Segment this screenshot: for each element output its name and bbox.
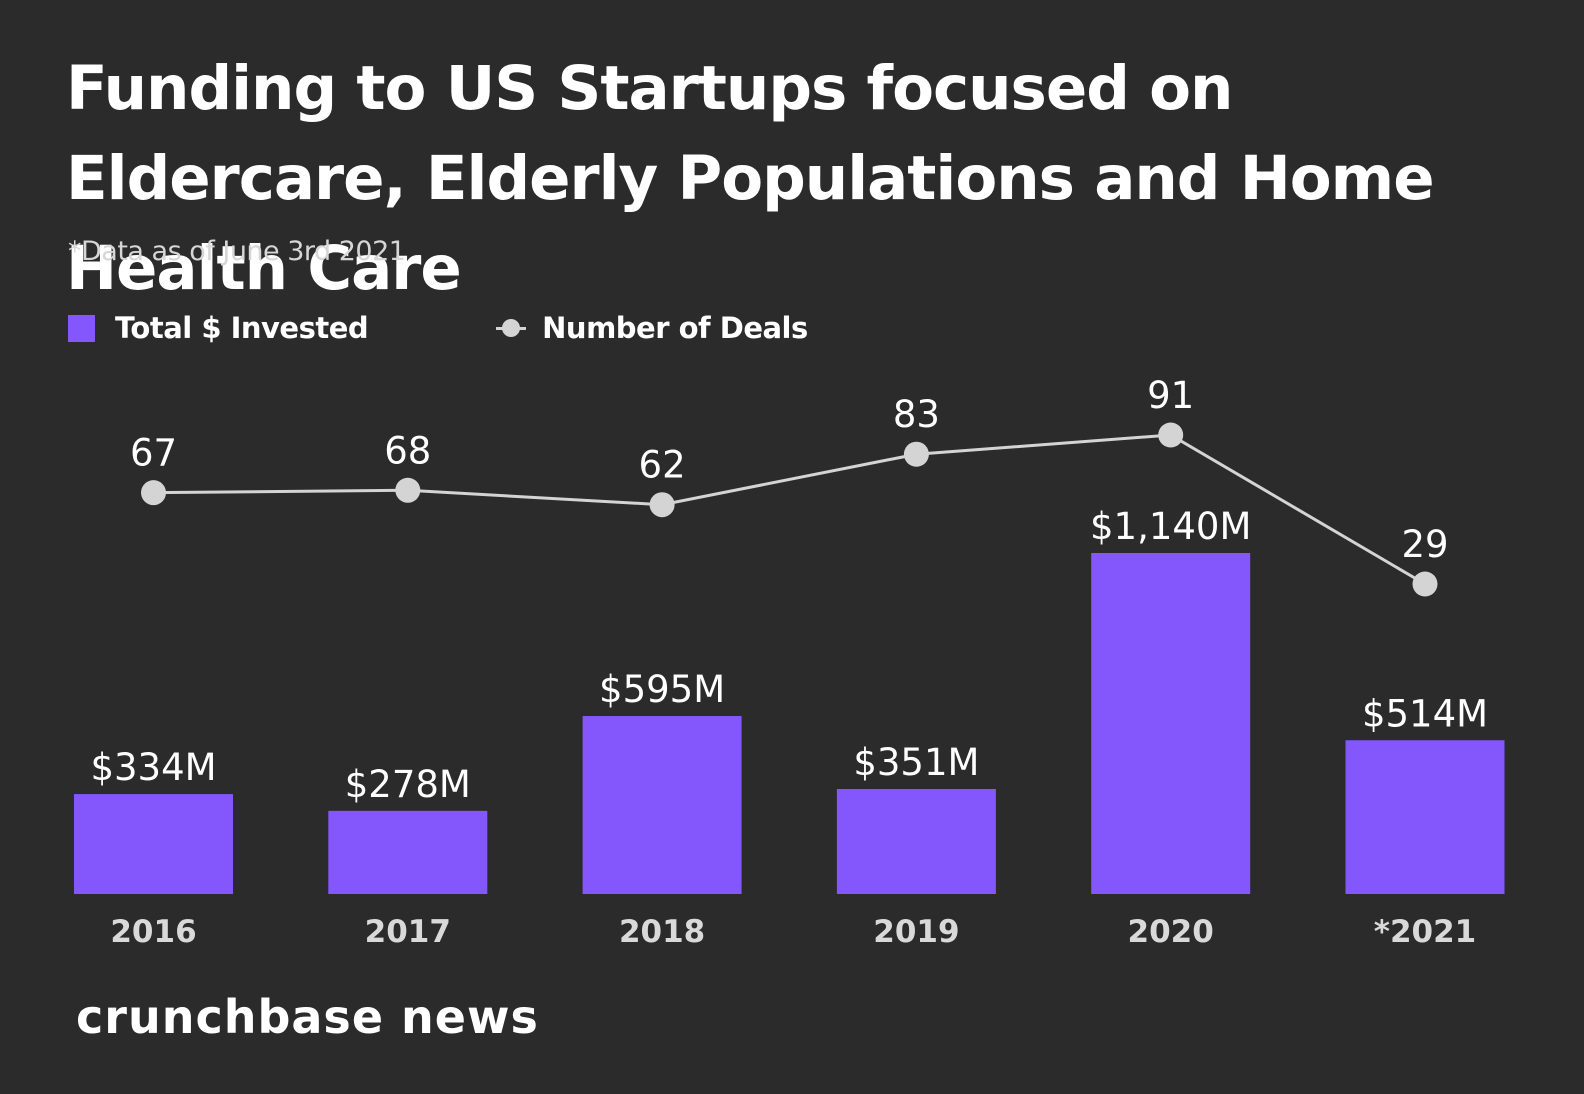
deals-label-3: 83 — [893, 393, 940, 436]
bar-label-5: $514M — [1362, 692, 1488, 735]
x-tick-label-5: *2021 — [1374, 914, 1477, 950]
legend: Total $ Invested Number of Deals — [68, 308, 808, 348]
bar-label-2: $595M — [599, 668, 725, 711]
deals-point-2 — [649, 492, 675, 518]
bar-4 — [1091, 553, 1251, 894]
deals-label-5: 29 — [1401, 523, 1448, 566]
bar-3 — [836, 789, 996, 894]
deals-label-1: 68 — [384, 429, 431, 472]
legend-item-invested: Total $ Invested — [68, 311, 369, 345]
deals-point-4 — [1158, 422, 1184, 448]
bar-label-0: $334M — [90, 746, 216, 789]
x-tick-label-4: 2020 — [1128, 914, 1214, 950]
bar-0 — [74, 794, 233, 894]
deals-point-1 — [395, 477, 421, 503]
deals-point-0 — [141, 480, 166, 506]
x-tick-label-2: 2018 — [619, 914, 705, 950]
deals-line — [153, 433, 1426, 586]
legend-item-deals: Number of Deals — [496, 311, 808, 345]
legend-label-deals: Number of Deals — [542, 311, 808, 345]
legend-label-invested: Total $ Invested — [115, 311, 369, 345]
legend-swatch-invested — [68, 314, 95, 342]
bar-1 — [328, 810, 488, 894]
deals-label-2: 62 — [639, 444, 686, 487]
deals-point-3 — [903, 441, 929, 467]
x-tick-label-3: 2019 — [873, 914, 959, 950]
x-tick-label-1: 2017 — [365, 914, 451, 950]
deals-label-4: 91 — [1147, 374, 1194, 417]
deals-point-5 — [1412, 571, 1438, 597]
chart-title: Funding to US Startups focused on Elderc… — [66, 53, 1435, 304]
bar-label-3: $351M — [853, 741, 979, 784]
brand-logo: crunchbase news — [76, 990, 539, 1044]
x-tick-label-0: 2016 — [110, 914, 196, 950]
bar-2 — [582, 716, 742, 894]
chart-subtitle: *Data as of June 3rd 2021 — [68, 236, 406, 267]
deals-label-0: 67 — [130, 432, 177, 475]
bar-label-1: $278M — [345, 763, 471, 806]
legend-marker-deals — [496, 318, 527, 337]
bar-5 — [1345, 740, 1505, 894]
bar-label-4: $1,140M — [1090, 505, 1251, 548]
